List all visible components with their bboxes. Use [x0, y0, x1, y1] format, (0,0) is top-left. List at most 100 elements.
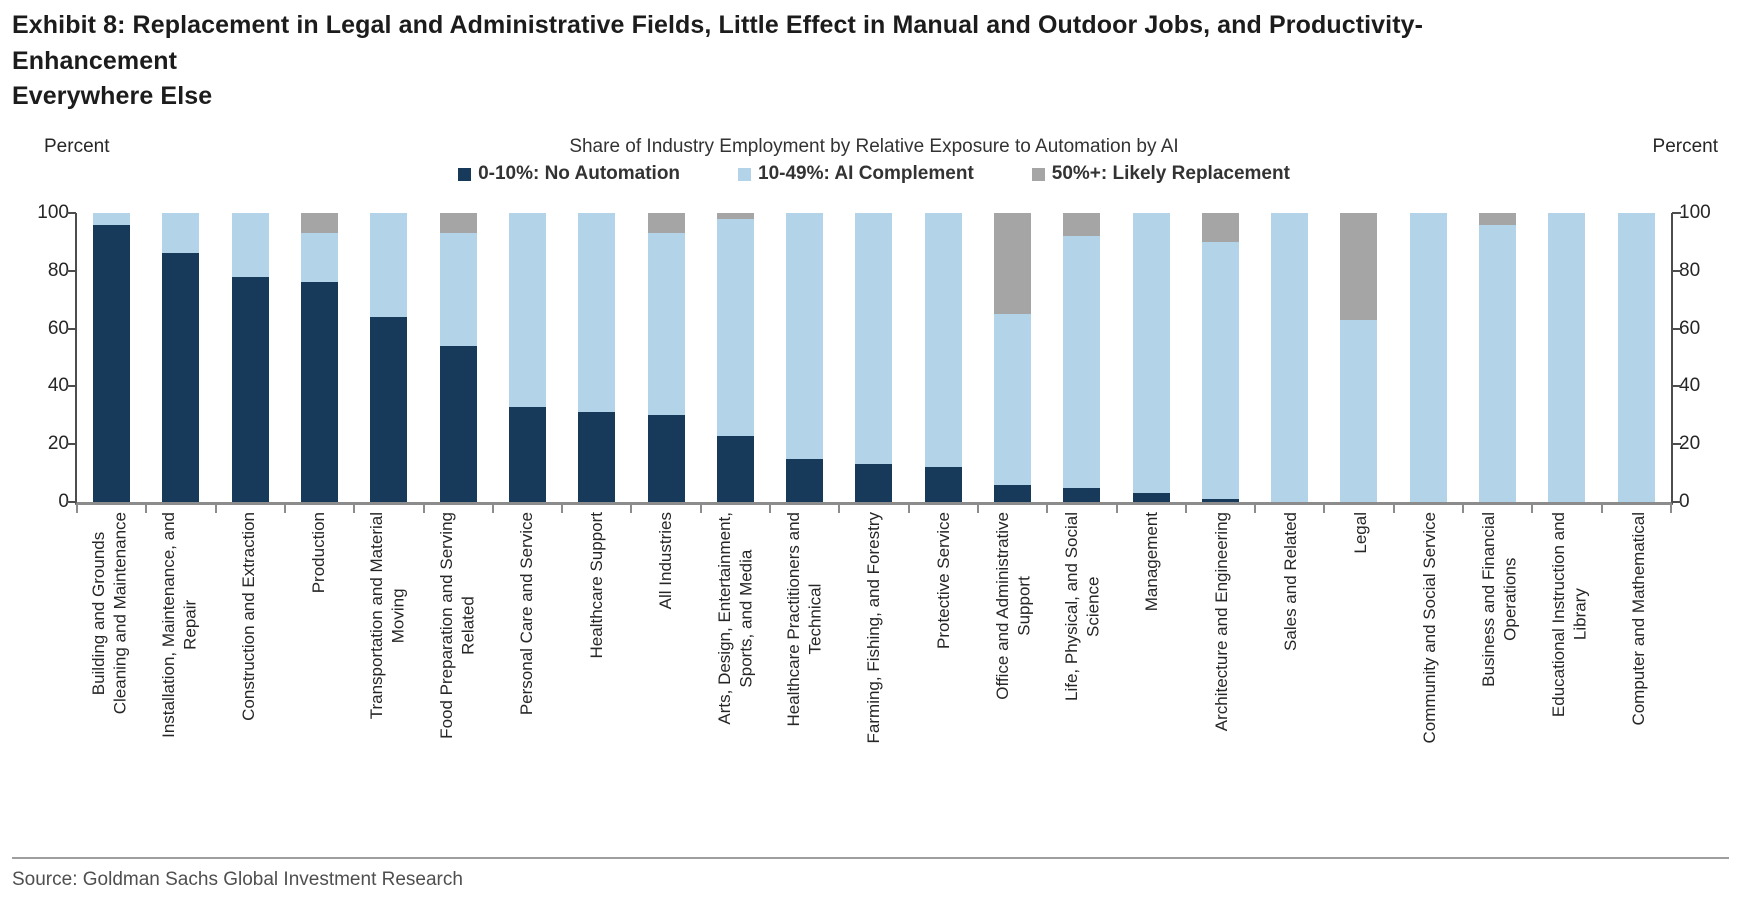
- stacked-bar: [1548, 213, 1586, 502]
- bar-segment-no_automation: [508, 406, 546, 502]
- y-tick-mark: [1672, 443, 1681, 446]
- y-tick-mark: [67, 212, 76, 214]
- bar-slot: [909, 213, 978, 502]
- x-axis-label-text: Building and Grounds Cleaning and Mainte…: [89, 512, 130, 715]
- stacked-bar: [994, 213, 1031, 502]
- x-axis-label-text: Business and Financial Operations: [1479, 512, 1520, 687]
- bar-segment-no_automation: [231, 276, 269, 502]
- x-axis-label: Production: [283, 512, 352, 842]
- y-tick-mark: [67, 443, 76, 446]
- bar-segment-no_automation: [162, 253, 200, 502]
- x-axis-label-text: Protective Service: [933, 512, 953, 649]
- x-axis-label-text: Construction and Extraction: [239, 512, 259, 721]
- x-axis-label: Construction and Extraction: [214, 512, 283, 842]
- bar-segment-ai_complement: [855, 213, 893, 465]
- x-tick-mark: [283, 505, 286, 513]
- x-axis-label: Installation, Maintenance, and Repair: [144, 512, 213, 842]
- stacked-bar: [716, 213, 754, 502]
- stacked-bar: [1271, 213, 1309, 502]
- bar-segment-no_automation: [924, 467, 962, 502]
- legend-item: 0-10%: No Automation: [458, 163, 680, 185]
- y-tick-label: 40: [1679, 375, 1701, 397]
- x-axis-label: Sales and Related: [1256, 512, 1325, 842]
- bar-segment-likely_replacement: [994, 213, 1031, 315]
- x-axis-label: Business and Financial Operations: [1465, 512, 1534, 842]
- stacked-bar: [508, 213, 546, 502]
- x-axis-label: Protective Service: [909, 512, 978, 842]
- x-axis-label: Building and Grounds Cleaning and Mainte…: [75, 512, 144, 842]
- bar-segment-likely_replacement: [1201, 213, 1239, 242]
- x-tick-mark: [145, 505, 148, 513]
- bar-segment-ai_complement: [1340, 319, 1378, 502]
- x-tick-mark: [1670, 505, 1672, 513]
- y-tick-label: 100: [1679, 202, 1711, 223]
- source-attribution: Source: Goldman Sachs Global Investment …: [12, 869, 463, 890]
- x-axis-label: Healthcare Practitioners and Technical: [770, 512, 839, 842]
- stacked-bar: [855, 213, 893, 502]
- bar-segment-no_automation: [439, 345, 477, 502]
- x-axis-label: Architecture and Engineering: [1187, 512, 1256, 842]
- bar-segment-no_automation: [786, 458, 824, 502]
- bar-segment-ai_complement: [1132, 213, 1170, 494]
- bar-segment-ai_complement: [93, 213, 131, 225]
- y-tick-label: 20: [47, 433, 69, 455]
- bar-segment-likely_replacement: [716, 213, 754, 219]
- bar-slot: [631, 213, 700, 502]
- bar-slot: [1532, 213, 1601, 502]
- bar-segment-no_automation: [1063, 487, 1101, 502]
- y-tick-mark: [67, 327, 76, 330]
- stacked-bar: [162, 213, 200, 502]
- exhibit-title: Exhibit 8: Replacement in Legal and Admi…: [12, 11, 1424, 110]
- bar-segment-likely_replacement: [301, 213, 339, 234]
- x-axis-label-text: Healthcare Practitioners and Technical: [784, 512, 825, 727]
- x-tick-mark: [1392, 505, 1395, 513]
- bar-slot: [1394, 213, 1463, 502]
- x-tick-mark: [76, 505, 78, 513]
- x-tick-mark: [630, 505, 633, 513]
- x-tick-mark: [1184, 505, 1187, 513]
- bar-segment-ai_complement: [1409, 213, 1447, 502]
- plot-area: 0 0 20 20 40 40 60 60 80 80 100 100: [37, 202, 1711, 513]
- bar-segment-likely_replacement: [647, 213, 685, 234]
- y-tick-mark: [1672, 269, 1681, 272]
- x-tick-mark: [976, 505, 979, 513]
- x-axis-label: Computer and Mathematical: [1604, 512, 1673, 842]
- x-axis-label-text: Computer and Mathematical: [1628, 512, 1648, 726]
- x-tick-mark: [1531, 505, 1534, 513]
- bar-slot: [77, 213, 146, 502]
- x-tick-mark: [1046, 505, 1049, 513]
- x-axis-label-text: Legal: [1350, 512, 1370, 554]
- legend-label: 0-10%: No Automation: [478, 163, 681, 184]
- bar-segment-no_automation: [855, 464, 893, 502]
- bar-segment-ai_complement: [1063, 236, 1101, 488]
- bar-slot: [423, 213, 492, 502]
- y-tick-mark: [67, 385, 76, 388]
- x-axis-label: Legal: [1326, 512, 1395, 842]
- bar-segment-ai_complement: [1479, 224, 1517, 502]
- bar-segment-no_automation: [647, 415, 685, 502]
- bar-slot: [1324, 213, 1393, 502]
- y-tick-label: 60: [47, 317, 69, 339]
- x-axis-label: Community and Social Service: [1395, 512, 1464, 842]
- x-axis-label: Management: [1117, 512, 1186, 842]
- bar-segment-no_automation: [301, 282, 339, 502]
- x-tick-mark: [1254, 505, 1257, 513]
- bar-segment-likely_replacement: [1340, 213, 1378, 320]
- y-tick-mark: [1672, 327, 1681, 330]
- bar-slot: [562, 213, 631, 502]
- y-tick-mark: [67, 269, 76, 272]
- x-axis-label-text: Office and Administrative Support: [992, 512, 1034, 700]
- chart-legend: 0-10%: No Automation 10-49%: AI Complemen…: [75, 163, 1673, 185]
- bar-segment-ai_complement: [1548, 213, 1586, 502]
- x-axis-label: Life, Physical, and Social Science: [1048, 512, 1117, 842]
- stacked-bar: [93, 213, 131, 502]
- bar-segment-no_automation: [994, 484, 1031, 502]
- legend-item: 50%+: Likely Replacement: [1031, 163, 1290, 185]
- bar-slot: [1463, 213, 1532, 502]
- x-axis-label-text: Sales and Related: [1281, 512, 1301, 651]
- bar-slot: [770, 213, 839, 502]
- bar-segment-no_automation: [1201, 499, 1239, 502]
- x-axis-labels: Building and Grounds Cleaning and Mainte…: [75, 512, 1673, 842]
- bar-slot: [1116, 213, 1185, 502]
